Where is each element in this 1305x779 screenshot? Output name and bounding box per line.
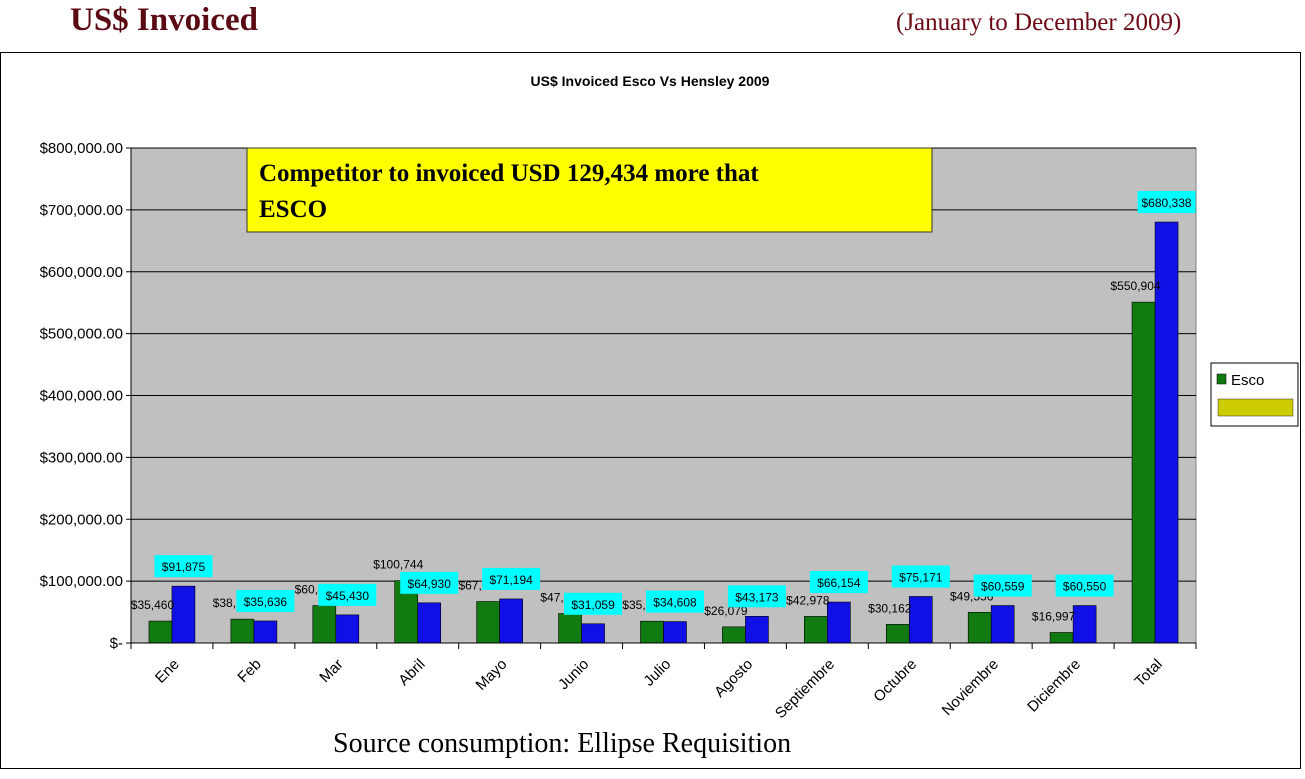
data-label-esco: $100,744 [373, 558, 423, 572]
data-label-series-2: $43,173 [735, 590, 779, 604]
bar-esco [804, 616, 828, 644]
bar-series-2 [745, 615, 769, 644]
bar-esco [148, 620, 173, 644]
bar-esco [1049, 632, 1074, 644]
y-tick-label: $500,000.00 [40, 326, 123, 343]
bar-series-2 [908, 596, 933, 644]
data-label-series-2: $66,154 [817, 576, 861, 590]
data-label-series-2: $91,875 [162, 560, 206, 574]
data-label-highlight [564, 592, 623, 615]
data-label-series-2: $60,559 [981, 580, 1025, 594]
bar-series-2 [1072, 605, 1097, 644]
y-tick-label: $600,000.00 [40, 264, 123, 281]
data-label-highlight [809, 571, 868, 594]
bar-esco [1131, 301, 1156, 644]
x-tick-label: Abril [395, 656, 428, 689]
data-label-series-2: $680,338 [1142, 196, 1192, 210]
x-tick-label: Junio [555, 656, 592, 693]
data-label-esco: $550,904 [1111, 279, 1161, 293]
y-tick-label: $- [110, 635, 123, 652]
data-label-esco: $26,079 [704, 604, 748, 618]
legend-swatch-esco [1216, 373, 1227, 385]
bars [148, 221, 1179, 644]
source-note: Source consumption: Ellipse Requisition [333, 728, 792, 759]
bar-esco [476, 601, 500, 644]
bar-series-2 [990, 605, 1015, 644]
data-label-series-2: $34,608 [653, 596, 697, 610]
slide-title: US$ Invoiced [70, 2, 258, 38]
x-tick-label: Mar [316, 656, 346, 686]
data-label-highlight [318, 583, 377, 606]
data-label-esco: $30,162 [868, 601, 912, 615]
x-tick-label: Julio [640, 656, 674, 690]
data-label-highlight [236, 589, 295, 612]
data-label-series-2: $35,636 [244, 595, 288, 609]
legend-label-esco: Esco [1231, 372, 1264, 389]
x-tick-label: Diciembre [1024, 656, 1084, 716]
data-label-highlight [891, 565, 950, 588]
y-tick-label: $800,000.00 [40, 140, 123, 157]
data-label-highlight [646, 590, 704, 613]
bar-esco [558, 613, 582, 644]
legend-swatch-series-2 [1217, 398, 1294, 417]
bar-esco [722, 626, 746, 644]
data-label-series-2: $31,059 [571, 598, 615, 612]
bar-series-2 [827, 601, 851, 644]
y-tick-label: $300,000.00 [40, 449, 123, 466]
chart-title: US$ Invoiced Esco Vs Hensley 2009 [531, 73, 770, 89]
legend: Esco [1210, 362, 1299, 427]
bar-esco [640, 620, 664, 644]
data-label-highlight [727, 585, 786, 608]
data-label-highlight [1137, 191, 1196, 214]
data-label-series-2: $75,171 [899, 570, 943, 584]
data-label-series-2: $45,430 [326, 589, 370, 603]
x-tick-label: Ene [152, 656, 183, 687]
bar-series-2 [499, 598, 523, 644]
x-tick-label: Mayo [473, 656, 511, 694]
y-tick-label: $200,000.00 [40, 511, 123, 528]
data-label-highlight [154, 555, 213, 578]
data-label-series-2: $71,194 [489, 573, 533, 587]
data-labels: $35,460 $38,571$60,492$100,744$67,004$47,… [131, 191, 1196, 623]
x-tick-label: Agosto [711, 656, 756, 701]
bar-series-2 [417, 602, 442, 644]
bar-series-2 [253, 620, 278, 644]
y-tick-label: $100,000.00 [40, 573, 123, 590]
x-tick-label: Noviembre [939, 656, 1002, 719]
callout-line-2: ESCO [259, 196, 327, 223]
bar-series-2 [581, 623, 605, 644]
data-label-highlight [1055, 574, 1114, 597]
data-label-esco: $42,978 [786, 593, 830, 607]
data-label-series-2: $64,930 [408, 577, 452, 591]
bar-series-2 [171, 585, 196, 644]
bar-esco [230, 618, 255, 644]
bar-esco [885, 624, 910, 644]
data-label-series-2: $60,550 [1063, 580, 1107, 594]
x-tick-label: Octubre [870, 656, 920, 706]
bar-series-2 [335, 614, 360, 644]
data-label-highlight [973, 574, 1032, 597]
data-label-highlight [400, 571, 459, 594]
data-label-esco: $16,997 [1032, 609, 1076, 623]
data-label-esco: $35,460 [131, 598, 175, 612]
x-tick-label: Total [1131, 656, 1165, 690]
data-label-highlight [482, 567, 541, 590]
y-tick-label: $400,000.00 [40, 388, 123, 405]
bar-esco [967, 612, 992, 644]
y-tick-label: $700,000.00 [40, 202, 123, 219]
x-tick-label: Septiembre [772, 656, 838, 722]
x-tick-label: Feb [234, 656, 264, 686]
callout-line-1: Competitor to invoiced USD 129,434 more … [259, 160, 759, 187]
callout-box: Competitor to invoiced USD 129,434 more … [246, 147, 933, 233]
slide-subtitle: (January to December 2009) [896, 9, 1182, 36]
bar-series-2 [663, 621, 687, 644]
bar-esco [312, 605, 337, 644]
